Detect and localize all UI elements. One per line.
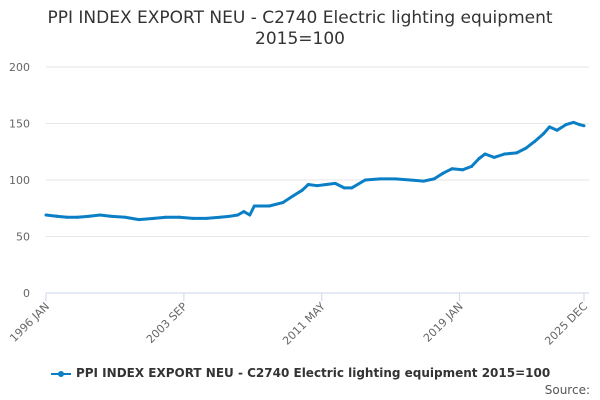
data-point	[432, 177, 436, 181]
data-point	[564, 123, 568, 127]
chart-title: PPI INDEX EXPORT NEU - C2740 Electric li…	[47, 8, 553, 49]
data-point	[363, 178, 367, 182]
series-line	[45, 120, 585, 222]
data-point	[98, 213, 102, 217]
data-point	[470, 164, 474, 168]
data-point	[477, 157, 481, 161]
data-point	[306, 183, 310, 187]
data-point	[515, 151, 519, 155]
data-point	[441, 171, 445, 175]
data-point	[483, 152, 487, 156]
y-tick-label: 0	[23, 287, 30, 300]
legend-marker-icon	[50, 370, 71, 377]
y-tick-label: 150	[9, 118, 30, 131]
y-tick-label: 200	[9, 61, 30, 74]
data-point	[342, 186, 346, 190]
x-tick-label: 2025 DEC	[542, 300, 590, 348]
x-tick-label: 1996 JAN	[7, 300, 52, 345]
data-point	[75, 215, 79, 219]
data-point	[461, 168, 465, 172]
data-point	[204, 216, 208, 220]
data-point	[315, 184, 319, 188]
data-point	[542, 132, 546, 136]
data-point	[578, 123, 582, 127]
data-point	[248, 213, 252, 217]
data-point	[524, 146, 528, 150]
data-point	[177, 215, 181, 219]
data-point	[164, 215, 168, 219]
legend-label: PPI INDEX EXPORT NEU - C2740 Electric li…	[75, 366, 551, 380]
data-point	[242, 210, 246, 214]
data-point	[252, 204, 256, 208]
x-tick-label: 2011 MAY	[280, 300, 328, 348]
y-tick-label: 50	[16, 231, 30, 244]
data-point	[582, 124, 586, 128]
data-point	[324, 183, 328, 187]
data-point	[191, 216, 195, 220]
y-tick-label: 100	[9, 174, 30, 187]
data-point	[65, 215, 69, 219]
data-point	[378, 177, 382, 181]
data-point	[87, 214, 91, 218]
source-label: Source:	[544, 383, 590, 397]
data-point	[393, 177, 397, 181]
legend-item[interactable]: PPI INDEX EXPORT NEU - C2740 Electric li…	[0, 366, 600, 380]
data-point	[533, 140, 537, 144]
data-point	[572, 120, 576, 124]
x-tick-label: 2003 SEP	[144, 300, 190, 346]
data-point	[503, 152, 507, 156]
data-point	[267, 204, 271, 208]
x-tick-label: 2019 JAN	[421, 300, 466, 345]
data-point	[236, 213, 240, 217]
data-point	[152, 216, 156, 220]
data-point	[548, 125, 552, 129]
data-point	[123, 215, 127, 219]
data-point	[333, 181, 337, 185]
data-point	[555, 128, 559, 132]
data-point	[281, 201, 285, 205]
data-point	[137, 218, 141, 222]
data-point	[218, 215, 222, 219]
data-point	[450, 167, 454, 171]
data-point	[44, 213, 48, 217]
data-point	[291, 194, 295, 198]
data-point	[350, 186, 354, 190]
data-point	[54, 214, 58, 218]
data-point	[300, 188, 304, 192]
data-point	[492, 155, 496, 159]
data-point	[408, 178, 412, 182]
data-point	[228, 214, 232, 218]
data-point	[422, 179, 426, 183]
data-point	[108, 214, 112, 218]
